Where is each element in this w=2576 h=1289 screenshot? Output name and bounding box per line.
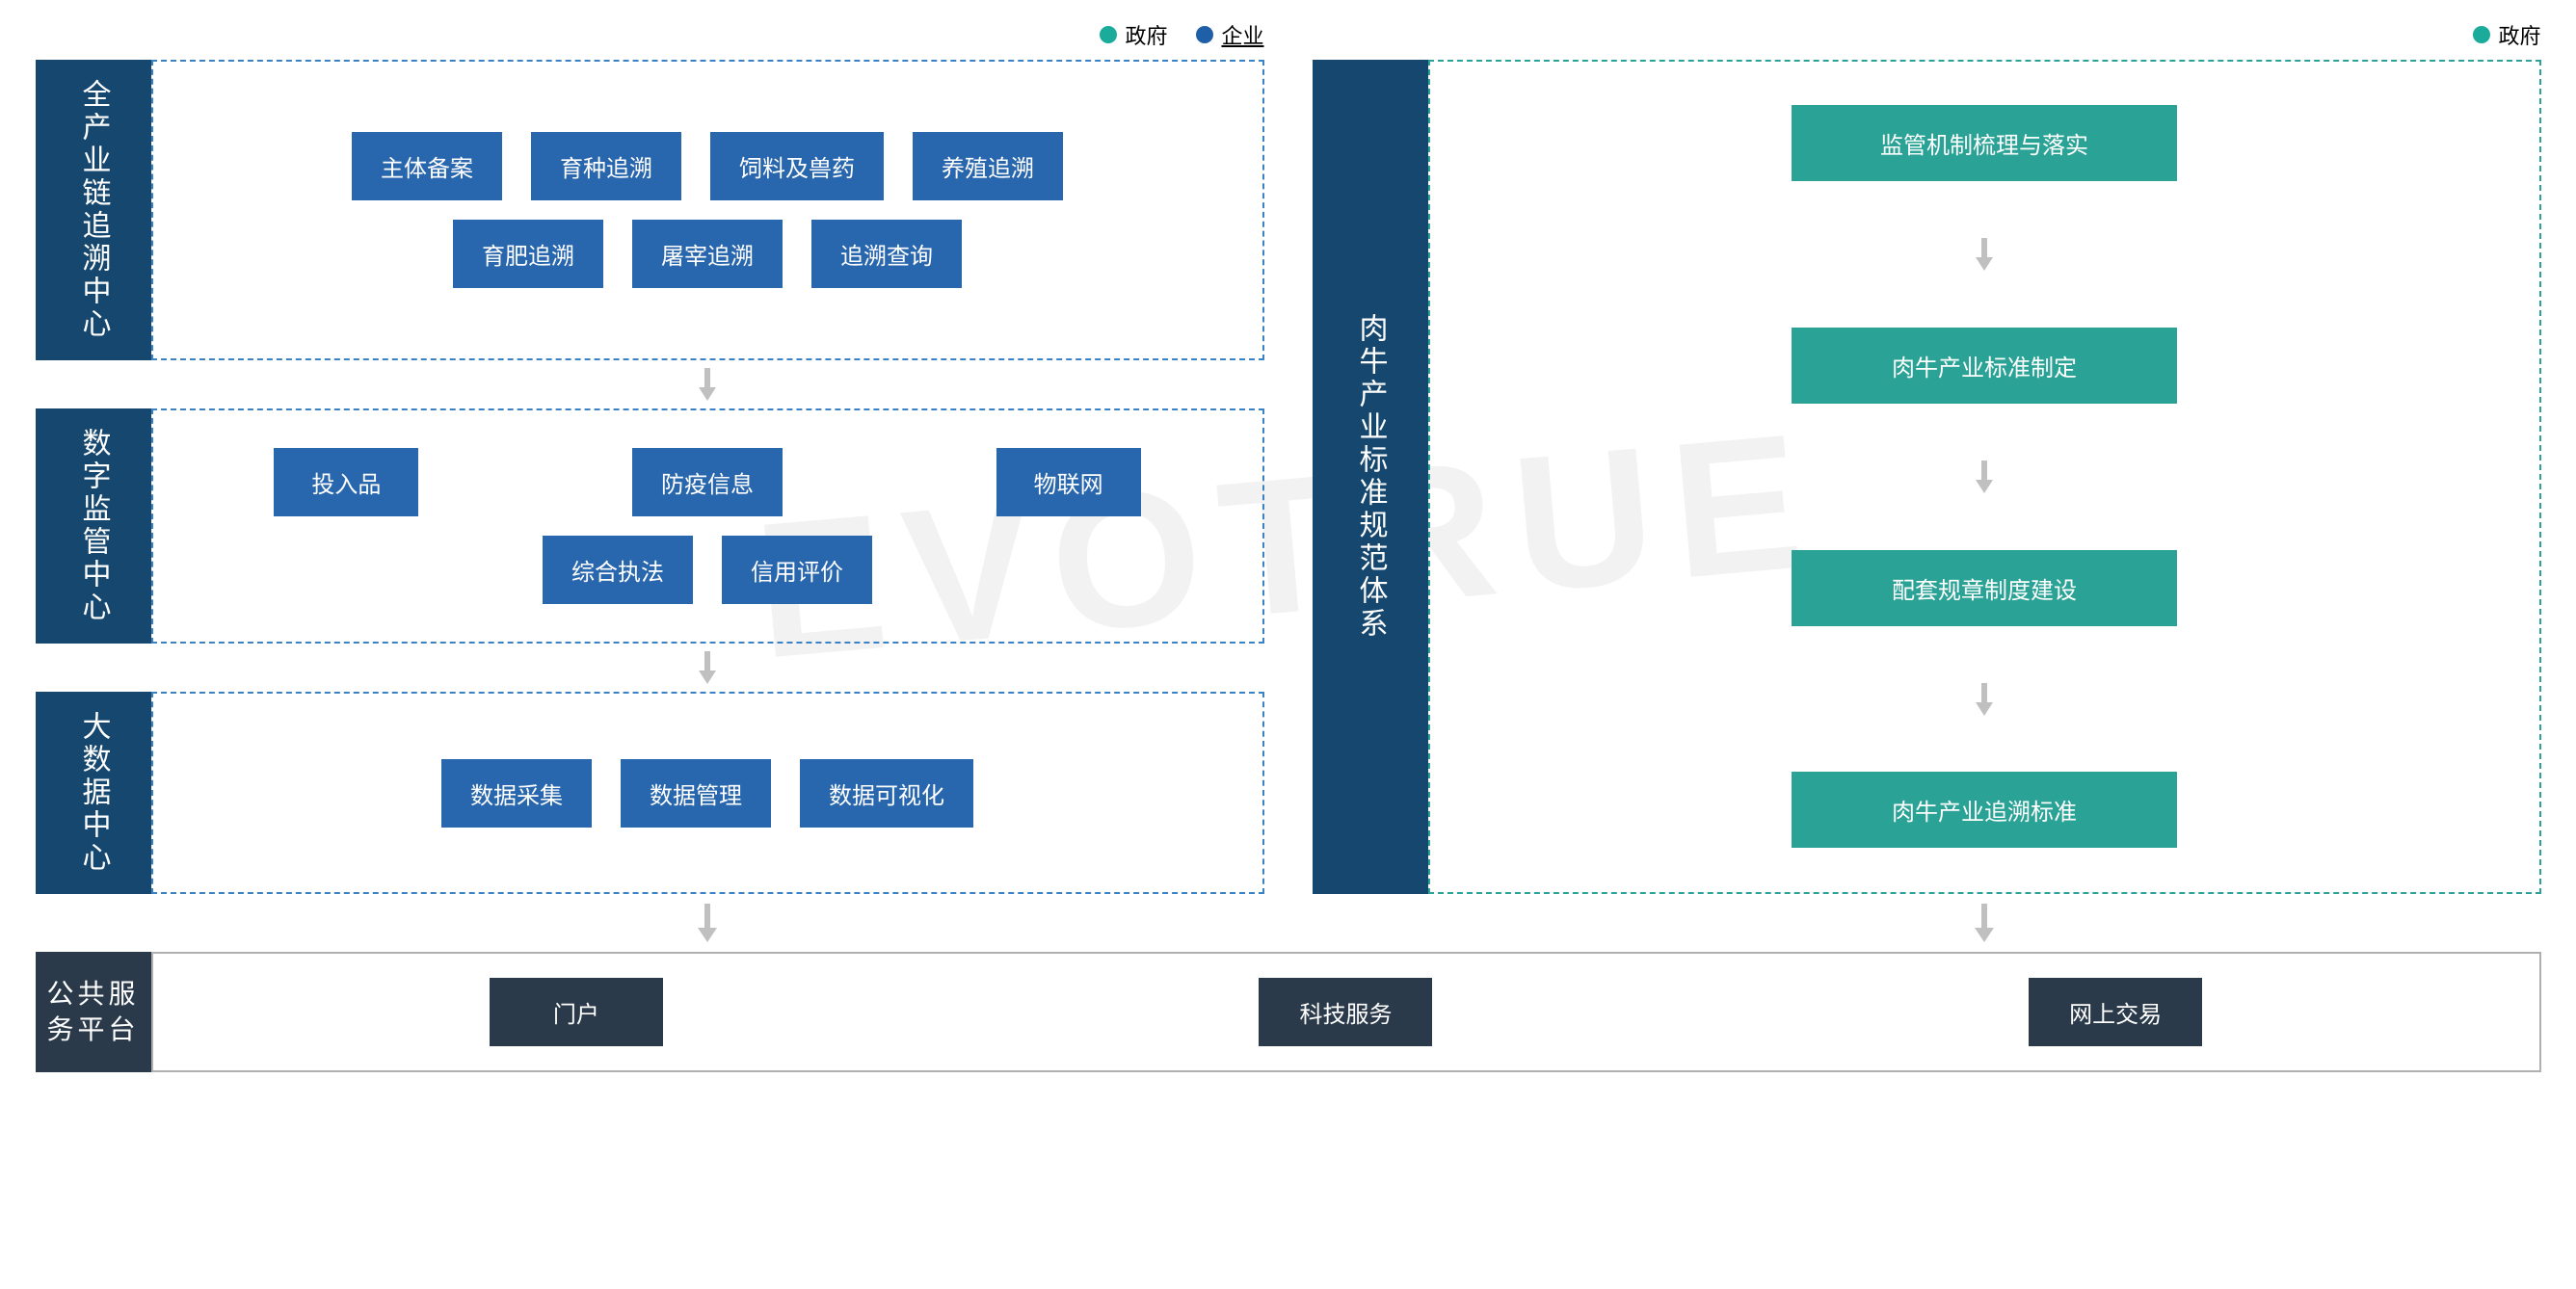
node: 数据可视化 (800, 759, 973, 828)
node: 投入品 (274, 448, 418, 516)
left-section-row: 数字监管中心 投入品 防疫信息 物联网综合执法信用评价 (36, 408, 1264, 644)
right-section-row: 肉牛产业标准规范体系 监管机制梳理与落实肉牛产业标准制定配套规章制度建设肉牛产业… (1313, 60, 2541, 894)
bottom-arrows-row (36, 894, 2541, 952)
node: 监管机制梳理与落实 (1792, 105, 2177, 181)
left-column: 全产业链追溯中心主体备案育种追溯饲料及兽药养殖追溯育肥追溯屠宰追溯追溯查询数字监… (36, 60, 1264, 894)
node-row: 综合执法信用评价 (182, 536, 1234, 604)
node-row: 主体备案育种追溯饲料及兽药养殖追溯 (182, 132, 1234, 200)
bottom-box: 门户 科技服务 网上交易 (151, 952, 2541, 1072)
arrow-down-icon (1972, 230, 1997, 278)
legends-grid: 政府 企业 政府 (36, 19, 2541, 50)
section-label: 大数据中心 (36, 692, 151, 894)
right-section-label: 肉牛产业标准规范体系 (1313, 60, 1428, 894)
legend-label: 政府 (1125, 19, 1167, 50)
node: 数据采集 (441, 759, 592, 828)
dashed-box: 数据采集数据管理数据可视化 (151, 692, 1264, 894)
node: 肉牛产业标准制定 (1792, 328, 2177, 404)
node: 育肥追溯 (453, 220, 603, 288)
right-dashed-box: 监管机制梳理与落实肉牛产业标准制定配套规章制度建设肉牛产业追溯标准 (1428, 60, 2541, 894)
diagram-container: 政府 企业 政府 全产业链追溯中心主体备案育种追溯饲料及兽药养殖追溯育肥追溯屠宰… (36, 19, 2541, 1072)
bottom-label: 公共服务平台 (36, 952, 151, 1072)
node-row: 投入品 防疫信息 物联网 (182, 448, 1234, 516)
node: 综合执法 (543, 536, 693, 604)
node: 信用评价 (722, 536, 872, 604)
left-section-row: 全产业链追溯中心主体备案育种追溯饲料及兽药养殖追溯育肥追溯屠宰追溯追溯查询 (36, 60, 1264, 360)
main-grid: 全产业链追溯中心主体备案育种追溯饲料及兽药养殖追溯育肥追溯屠宰追溯追溯查询数字监… (36, 60, 2541, 894)
bottom-row: 公共服务平台 门户 科技服务 网上交易 (36, 952, 2541, 1072)
bottom-node: 网上交易 (2029, 978, 2202, 1046)
node: 主体备案 (352, 132, 502, 200)
node: 配套规章制度建设 (1792, 550, 2177, 626)
node-row: 数据采集数据管理数据可视化 (182, 759, 1234, 828)
legend-dot-enterprise (1196, 26, 1213, 43)
legend-label: 政府 (2498, 19, 2540, 50)
left-section-row: 大数据中心数据采集数据管理数据可视化 (36, 692, 1264, 894)
node-row: 育肥追溯屠宰追溯追溯查询 (182, 220, 1234, 288)
legend-item-enterprise: 企业 (1196, 19, 1263, 50)
arrow-wrapper (36, 644, 1264, 692)
node: 屠宰追溯 (632, 220, 783, 288)
node: 育种追溯 (531, 132, 681, 200)
legend-left: 政府 企业 (36, 19, 1264, 50)
bottom-node: 门户 (490, 978, 663, 1046)
section-label: 全产业链追溯中心 (36, 60, 151, 360)
legend-dot-gov (1100, 26, 1117, 43)
arrow-down-icon (1972, 453, 1997, 501)
node: 养殖追溯 (913, 132, 1063, 200)
node: 追溯查询 (811, 220, 962, 288)
arrow-down-icon (1972, 675, 1997, 723)
bottom-node: 科技服务 (1259, 978, 1432, 1046)
right-column: 肉牛产业标准规范体系 监管机制梳理与落实肉牛产业标准制定配套规章制度建设肉牛产业… (1313, 60, 2541, 894)
node: 数据管理 (621, 759, 771, 828)
legend-item-gov: 政府 (1100, 19, 1167, 50)
node: 物联网 (996, 448, 1141, 516)
dashed-box: 投入品 防疫信息 物联网综合执法信用评价 (151, 408, 1264, 644)
arrow-wrapper (36, 360, 1264, 408)
node: 肉牛产业追溯标准 (1792, 772, 2177, 848)
legend-item-gov-right: 政府 (2473, 19, 2540, 50)
legend-dot-gov (2473, 26, 2490, 43)
node: 防疫信息 (632, 448, 783, 516)
arrow-down-icon (151, 360, 1264, 408)
bottom-section: 公共服务平台 门户 科技服务 网上交易 (36, 952, 2541, 1072)
arrow-down-icon (1313, 894, 2541, 952)
dashed-box: 主体备案育种追溯饲料及兽药养殖追溯育肥追溯屠宰追溯追溯查询 (151, 60, 1264, 360)
node: 饲料及兽药 (710, 132, 884, 200)
section-label: 数字监管中心 (36, 408, 151, 644)
arrow-down-icon (36, 894, 1264, 952)
legend-label: 企业 (1221, 19, 1263, 50)
arrow-down-icon (151, 644, 1264, 692)
legend-right: 政府 (1313, 19, 2541, 50)
